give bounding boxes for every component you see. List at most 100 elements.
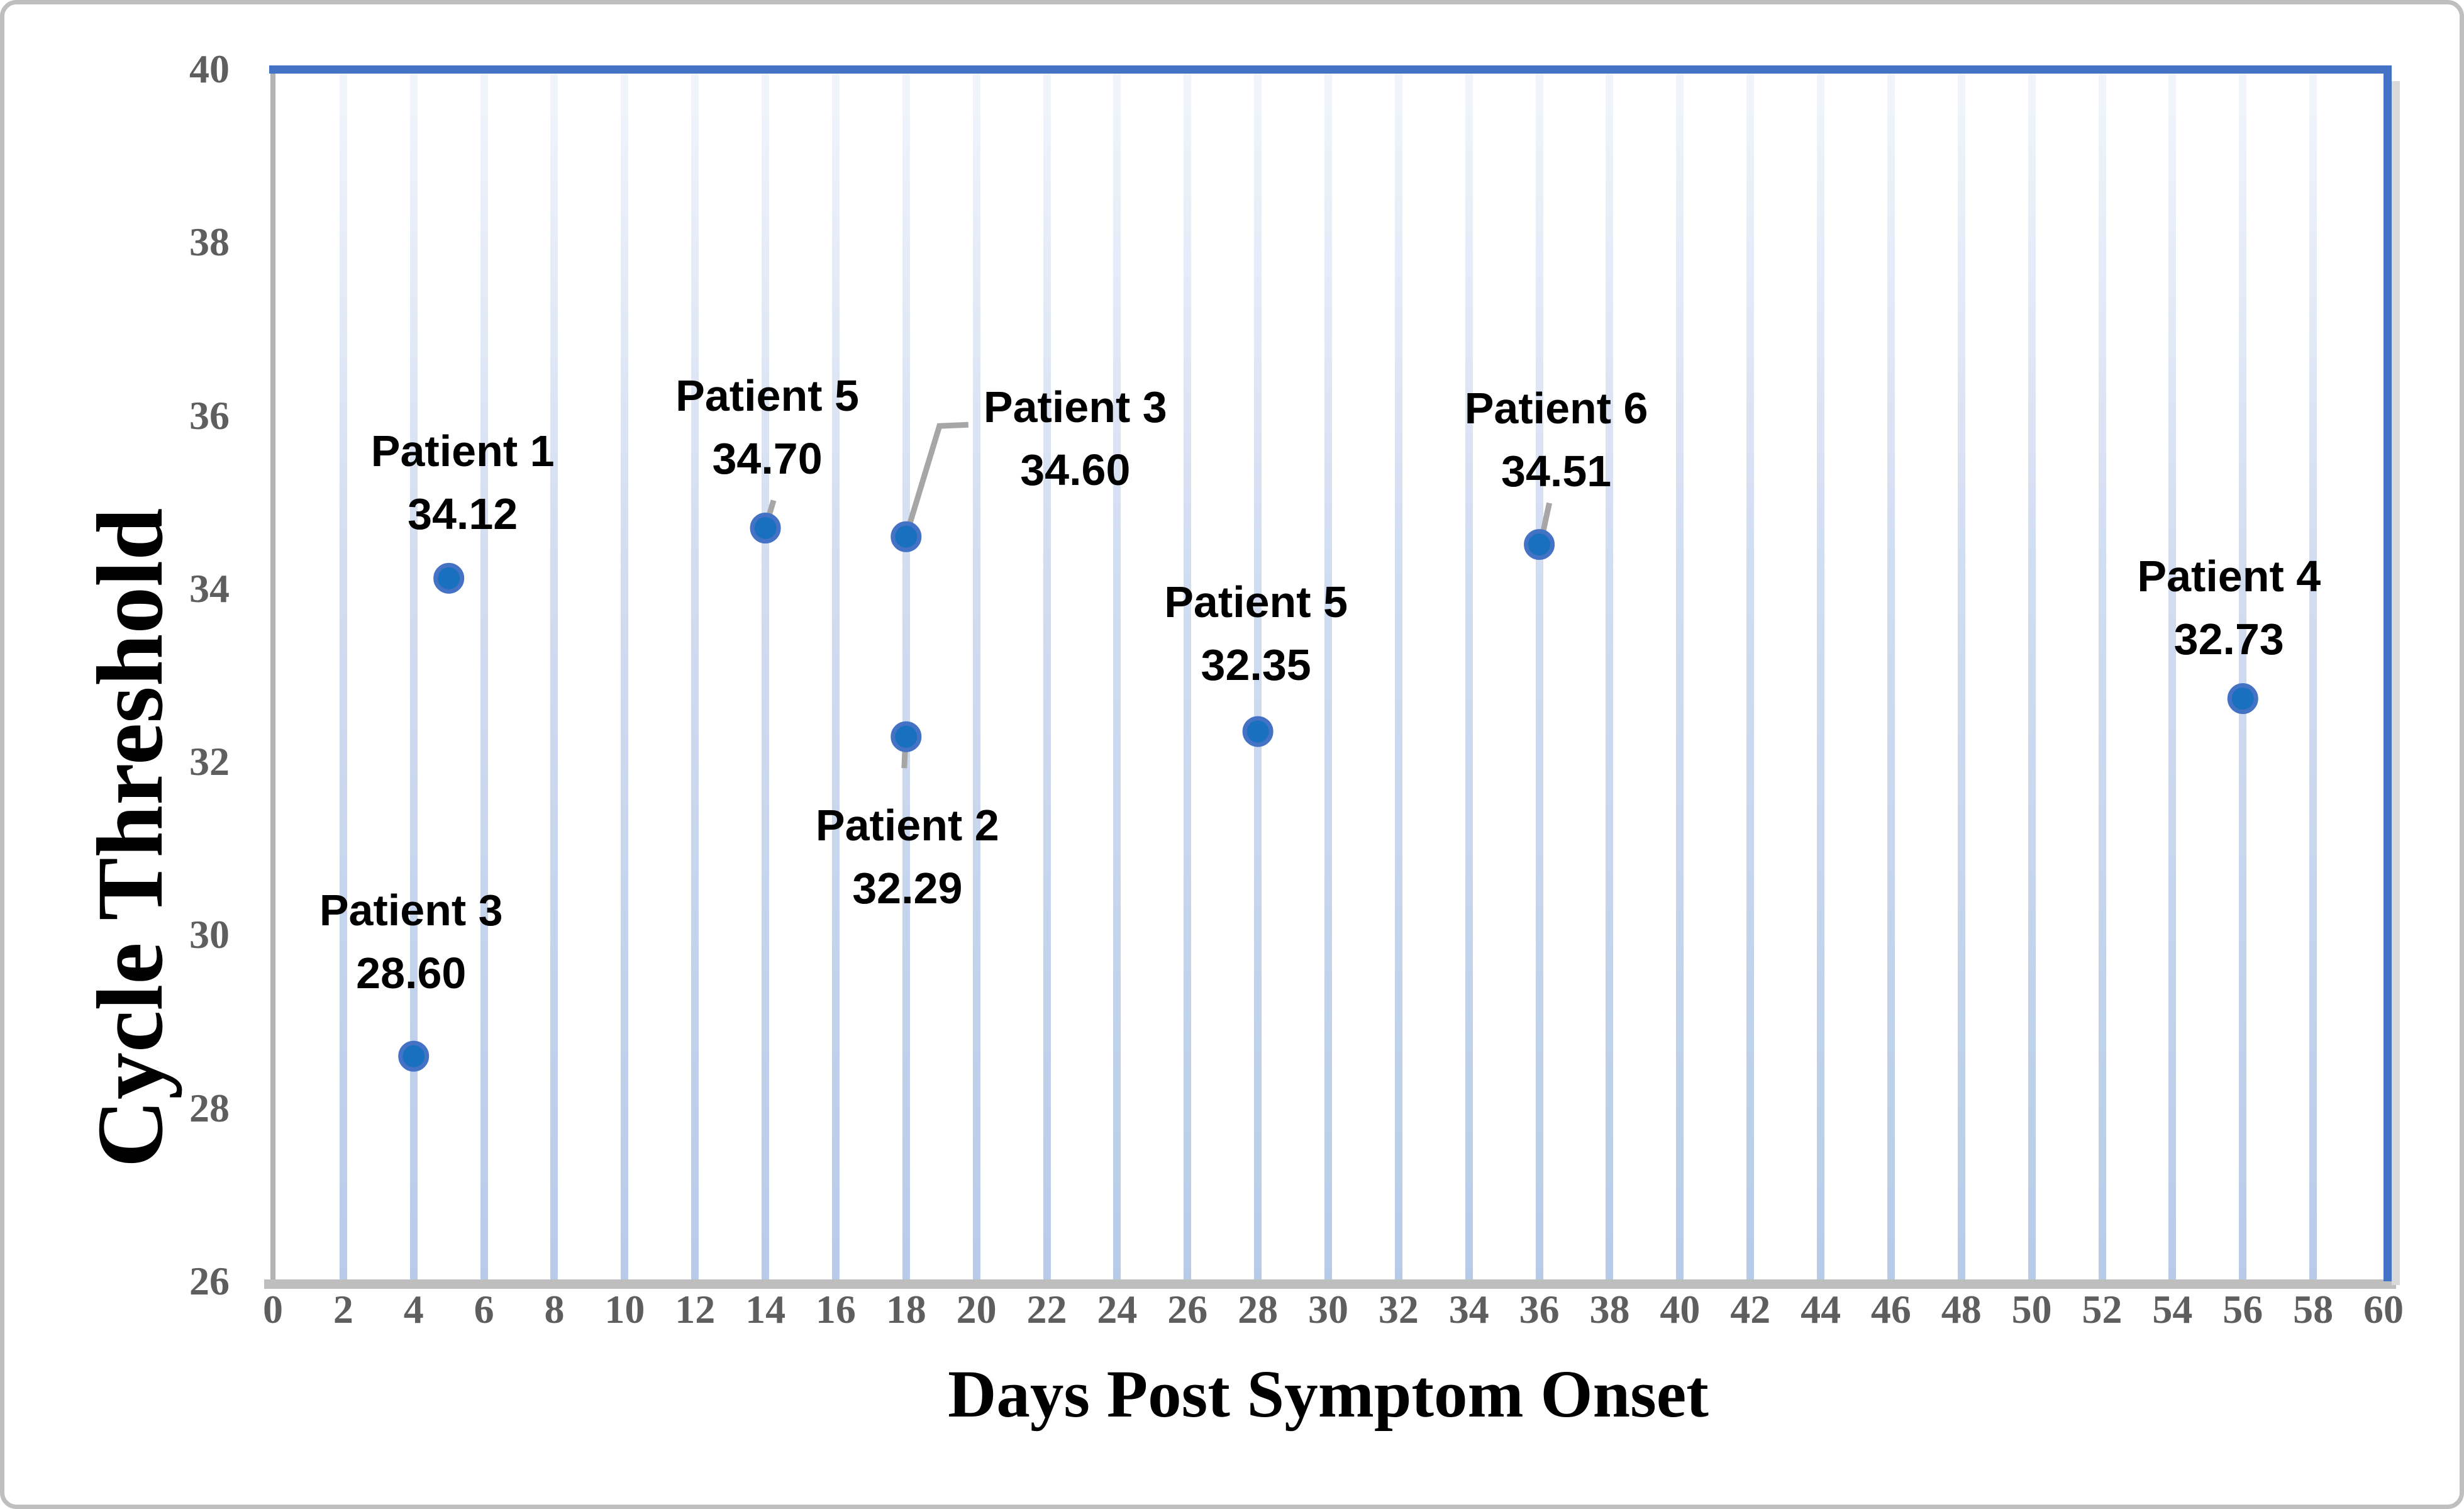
x-tick-label-28: 28 bbox=[1238, 1287, 1279, 1332]
data-label-value: 32.35 bbox=[1201, 640, 1311, 689]
data-label-patient-name: Patient 2 bbox=[815, 801, 999, 850]
plot-border-top-right bbox=[269, 65, 2392, 1281]
gridline-x-28 bbox=[1254, 69, 1262, 1281]
gridline-x-32 bbox=[1394, 69, 1402, 1281]
gridline-x-40 bbox=[1676, 69, 1684, 1281]
y-tick-label-30: 30 bbox=[189, 912, 230, 957]
gridline-x-26 bbox=[1184, 69, 1192, 1281]
data-label-patient-name: Patient 1 bbox=[370, 426, 555, 476]
data-point-patient-1-day-5 bbox=[433, 562, 465, 594]
x-tick-label-58: 58 bbox=[2293, 1287, 2334, 1332]
x-tick-label-36: 36 bbox=[1519, 1287, 1560, 1332]
data-label-patient-5-day-28: Patient 5 32.35 bbox=[1164, 571, 1348, 696]
data-label-patient-3-day-18: Patient 3 34.60 bbox=[984, 376, 1167, 501]
x-axis-line bbox=[264, 1279, 2396, 1289]
x-tick-label-60: 60 bbox=[2363, 1287, 2404, 1332]
x-tick-label-30: 30 bbox=[1308, 1287, 1348, 1332]
gridline-x-38 bbox=[1606, 69, 1614, 1281]
y-tick-label-38: 38 bbox=[189, 220, 230, 265]
x-tick-label-44: 44 bbox=[1801, 1287, 1841, 1332]
data-point-patient-2-day-18 bbox=[891, 721, 922, 752]
gridline-x-12 bbox=[691, 69, 699, 1281]
data-label-patient-name: Patient 4 bbox=[2137, 551, 2321, 601]
data-point-patient-6-day-36 bbox=[1524, 529, 1555, 560]
data-label-patient-name: Patient 5 bbox=[675, 370, 859, 420]
gridline-x-16 bbox=[831, 69, 840, 1281]
gridline-x-50 bbox=[2028, 69, 2036, 1281]
x-tick-label-34: 34 bbox=[1448, 1287, 1489, 1332]
x-tick-label-8: 8 bbox=[544, 1287, 565, 1332]
data-label-patient-4-day-56: Patient 4 32.73 bbox=[2137, 545, 2321, 671]
x-tick-label-4: 4 bbox=[403, 1287, 424, 1332]
x-tick-label-54: 54 bbox=[2152, 1287, 2193, 1332]
y-tick-label-34: 34 bbox=[189, 565, 230, 611]
gridline-x-10 bbox=[621, 69, 629, 1281]
gridline-x-56 bbox=[2239, 69, 2247, 1281]
data-label-value: 34.70 bbox=[712, 433, 823, 483]
gridline-x-52 bbox=[2098, 69, 2106, 1281]
data-label-patient-name: Patient 3 bbox=[983, 382, 1167, 432]
x-tick-label-24: 24 bbox=[1097, 1287, 1138, 1332]
gridline-x-34 bbox=[1465, 69, 1473, 1281]
x-tick-label-22: 22 bbox=[1026, 1287, 1067, 1332]
data-label-value: 34.12 bbox=[408, 489, 518, 539]
gridline-x-2 bbox=[339, 69, 347, 1281]
y-tick-label-28: 28 bbox=[189, 1085, 230, 1130]
data-points-layer bbox=[398, 421, 2258, 1072]
x-tick-label-12: 12 bbox=[675, 1287, 716, 1332]
data-point-patient-4-day-56 bbox=[2227, 683, 2258, 715]
x-tick-label-48: 48 bbox=[1941, 1287, 1982, 1332]
x-tick-label-6: 6 bbox=[474, 1287, 494, 1332]
y-tick-label-36: 36 bbox=[189, 393, 230, 438]
leader-line-patient-3-day-18 bbox=[904, 421, 968, 533]
gridlines-layer bbox=[4, 4, 2460, 1505]
gridline-x-46 bbox=[1887, 69, 1895, 1281]
gridline-x-42 bbox=[1746, 69, 1755, 1281]
data-label-value: 32.73 bbox=[2173, 614, 2284, 664]
x-axis-title: Days Post Symptom Onset bbox=[948, 1357, 1709, 1432]
x-tick-label-2: 2 bbox=[333, 1287, 353, 1332]
x-tick-label-20: 20 bbox=[956, 1287, 997, 1332]
data-label-patient-name: Patient 3 bbox=[319, 886, 503, 935]
x-tick-label-18: 18 bbox=[885, 1287, 926, 1332]
data-point-patient-3-day-4 bbox=[398, 1040, 430, 1072]
gridline-x-22 bbox=[1043, 69, 1051, 1281]
gridline-x-20 bbox=[972, 69, 980, 1281]
x-tick-label-10: 10 bbox=[604, 1287, 645, 1332]
gridline-x-30 bbox=[1324, 69, 1332, 1281]
x-tick-label-26: 26 bbox=[1167, 1287, 1208, 1332]
gridline-x-8 bbox=[550, 69, 558, 1281]
data-label-value: 32.29 bbox=[852, 864, 963, 913]
data-label-patient-name: Patient 5 bbox=[1164, 577, 1348, 626]
x-tick-label-42: 42 bbox=[1730, 1287, 1771, 1332]
gridline-x-18 bbox=[902, 69, 910, 1281]
y-axis-line bbox=[270, 69, 275, 1281]
gridline-x-36 bbox=[1535, 69, 1543, 1281]
x-tick-label-40: 40 bbox=[1660, 1287, 1701, 1332]
data-label-patient-2-day-18: Patient 2 32.29 bbox=[816, 794, 999, 920]
gridline-x-6 bbox=[480, 69, 488, 1281]
gridline-x-14 bbox=[762, 69, 770, 1281]
x-tick-label-52: 52 bbox=[2082, 1287, 2123, 1332]
data-label-patient-5-day-14: Patient 5 34.70 bbox=[675, 364, 859, 490]
data-label-patient-3-day-4: Patient 3 28.60 bbox=[319, 879, 503, 1005]
x-tick-label-38: 38 bbox=[1589, 1287, 1630, 1332]
data-label-patient-1-day-5: Patient 1 34.12 bbox=[371, 420, 555, 545]
data-label-value: 28.60 bbox=[356, 949, 467, 998]
x-tick-label-32: 32 bbox=[1378, 1287, 1419, 1332]
tick-labels-layer: 0 2 4 6 8 10 12 14 16 18 20 22 24 26 28 30 32 34 36 38 40 42 4… bbox=[4, 4, 2460, 1505]
x-tick-label-14: 14 bbox=[745, 1287, 786, 1332]
plot-border-shadow bbox=[2392, 81, 2400, 1285]
gridline-x-24 bbox=[1113, 69, 1121, 1281]
data-labels-layer: Patient 3 28.60 Patient 1 34.12 Patient 5 34.… bbox=[4, 4, 2460, 1505]
gridline-x-4 bbox=[409, 69, 418, 1281]
y-tick-label-32: 32 bbox=[189, 739, 230, 784]
x-tick-label-50: 50 bbox=[2011, 1287, 2052, 1332]
data-label-patient-name: Patient 6 bbox=[1464, 383, 1648, 433]
y-tick-label-40: 40 bbox=[189, 47, 230, 91]
x-tick-label-46: 46 bbox=[1870, 1287, 1911, 1332]
gridline-x-58 bbox=[2309, 69, 2317, 1281]
gridline-x-54 bbox=[2168, 69, 2177, 1281]
data-point-patient-5-day-14 bbox=[750, 513, 781, 544]
